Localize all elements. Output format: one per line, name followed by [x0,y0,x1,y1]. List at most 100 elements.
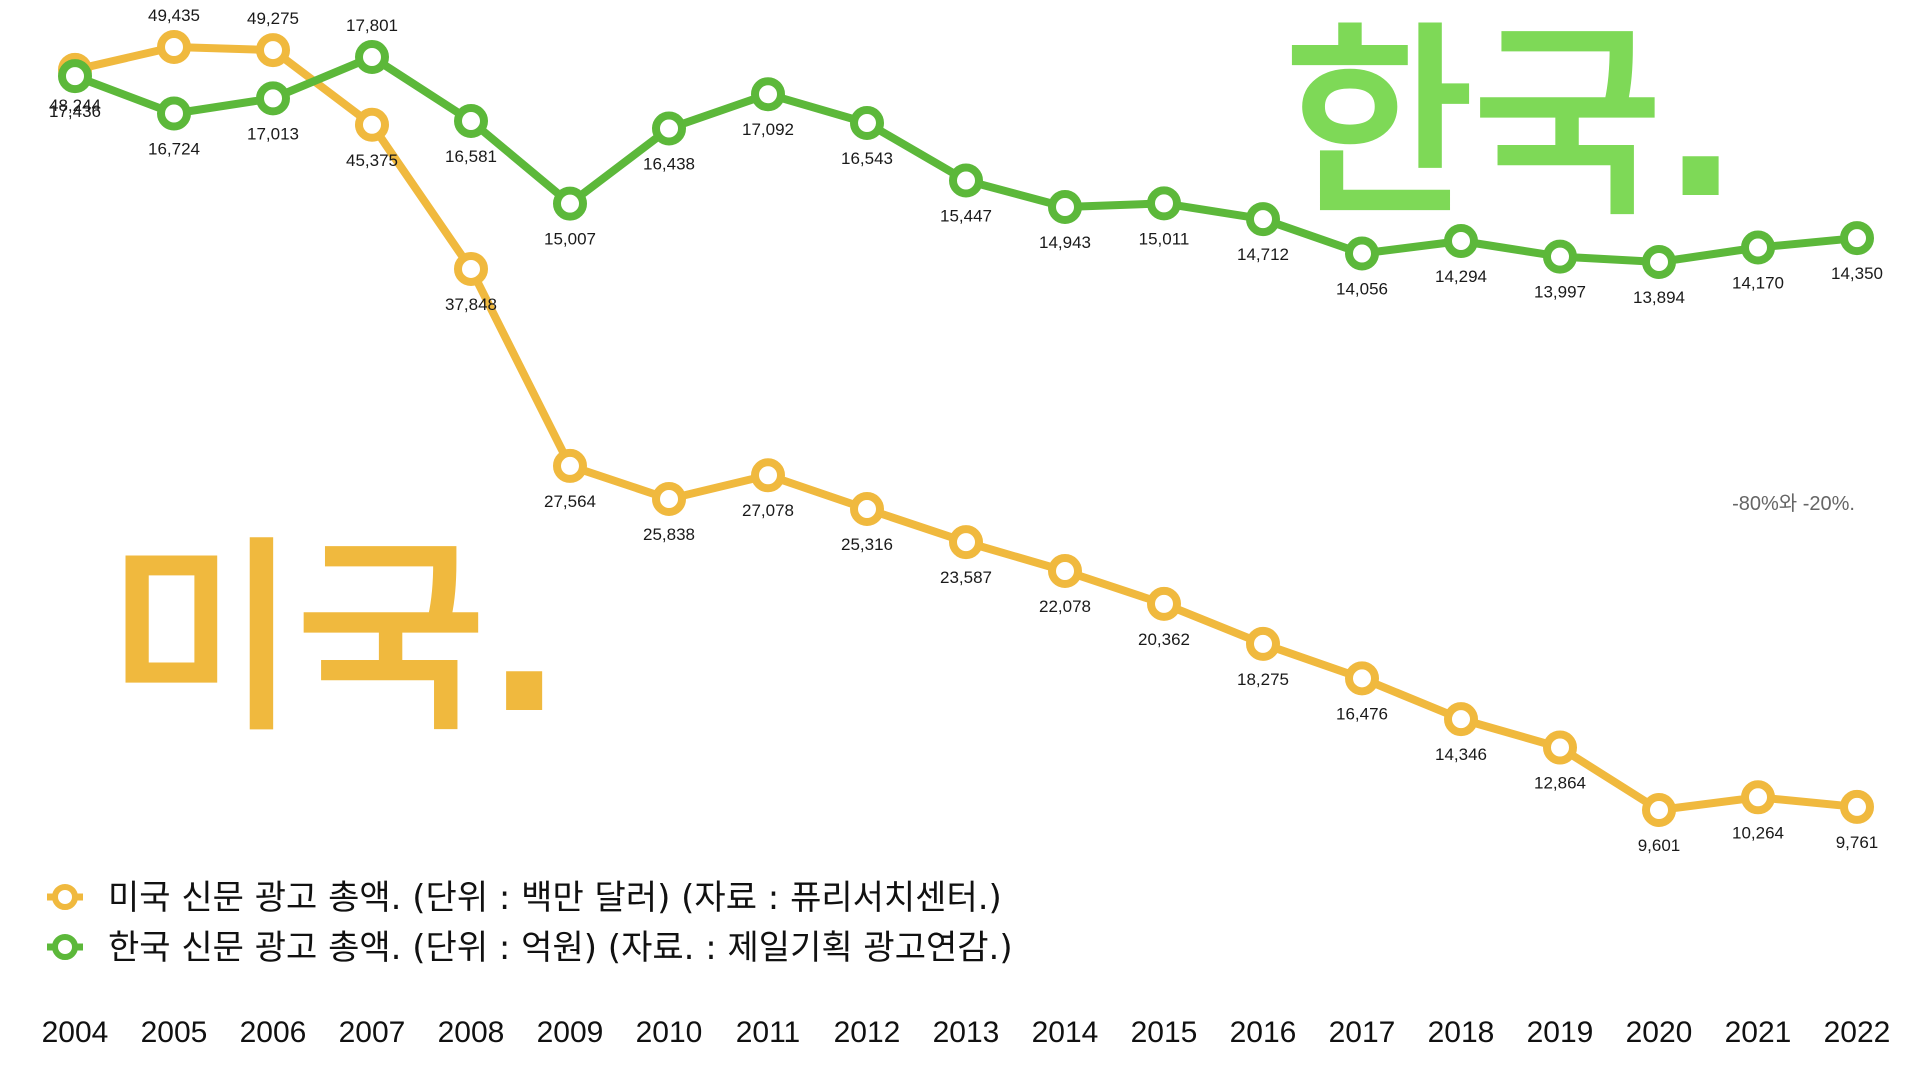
korea-point [355,40,389,74]
korea-value-label: 16,581 [445,147,497,166]
x-tick-label: 2020 [1626,1016,1693,1049]
x-tick-label: 2009 [537,1016,604,1049]
x-tick-label: 2008 [438,1016,505,1049]
korea-point [1048,189,1082,224]
korea-point [949,163,983,198]
us-value-label: 20,362 [1138,630,1190,649]
us-point [1246,626,1280,661]
x-tick-label: 2018 [1428,1016,1495,1049]
korea-point [256,81,290,116]
x-tick-label: 2007 [339,1016,406,1049]
korea-value-label: 17,801 [346,16,398,35]
x-tick-label: 2005 [141,1016,208,1049]
korea-value-label: 15,011 [1139,229,1190,248]
us-value-label: 45,375 [346,151,398,170]
korea-point [751,77,785,112]
korea-value-label: 15,447 [940,207,992,226]
us-point [1048,554,1082,589]
us-point [1840,789,1874,824]
us-point [355,107,389,142]
us-point [751,458,785,493]
us-value-label: 14,346 [1435,745,1487,764]
us-legend-marker [52,884,78,910]
us-point [949,525,983,560]
x-tick-label: 2010 [636,1016,703,1049]
change-annotation: -80%와 -20%. [1732,492,1855,515]
us-value-label: 22,078 [1039,597,1091,616]
korea-big-label: 한국. [1284,6,1739,244]
korea-value-label: 14,712 [1237,245,1289,264]
x-tick-label: 2006 [240,1016,307,1049]
x-tick-label: 2004 [42,1016,109,1049]
korea-point [58,59,92,94]
korea-value-label: 14,943 [1039,233,1091,252]
x-tick-label: 2014 [1032,1016,1099,1049]
us-point [1444,702,1478,737]
x-tick-label: 2011 [736,1016,801,1049]
korea-point [454,104,488,139]
korea-value-label: 13,894 [1633,288,1685,307]
korea-value-label: 16,543 [841,149,893,168]
korea-point [652,111,686,146]
x-tick-label: 2017 [1329,1016,1396,1049]
us-value-label: 18,275 [1237,670,1289,689]
us-value-label: 37,848 [445,295,497,314]
us-value-label: 9,601 [1638,836,1681,855]
korea-value-label: 17,013 [247,124,299,143]
us-value-label: 27,078 [742,501,794,520]
korea-value-label: 16,724 [148,140,200,159]
us-value-label: 10,264 [1732,823,1784,842]
us-value-label: 25,316 [841,535,893,554]
us-legend-label: 미국 신문 광고 총액. (단위 : 백만 달러) (자료 : 퓨리서치센터.) [108,878,1002,918]
us-value-label: 9,761 [1836,833,1879,852]
us-point [256,33,290,68]
us-point [157,30,191,64]
x-axis-tick-labels: 2004 2005 2006 2007 2008 2009 2010 2011 2012 2013… [42,1016,1891,1049]
us-value-label: 23,587 [940,568,992,587]
x-tick-label: 2019 [1527,1016,1594,1049]
korea-legend-label: 한국 신문 광고 총액. (단위 : 억원) (자료. : 제일기획 광고연감.… [108,928,1013,968]
us-value-label: 49,435 [148,6,200,25]
big-labels: 미국. 한국. [108,6,1740,759]
us-series: 48,244 49,435 49,275 45,375 37,848 27,564 25,8… [49,6,1878,855]
korea-value-label: 16,438 [643,155,695,174]
us-point [652,481,686,516]
us-value-label: 25,838 [643,525,695,544]
us-point [1642,793,1676,827]
korea-point [1543,239,1577,274]
x-tick-label: 2016 [1230,1016,1297,1049]
korea-value-label: 14,056 [1336,279,1388,298]
korea-value-label: 14,350 [1831,264,1883,283]
x-tick-label: 2015 [1131,1016,1198,1049]
us-point [553,448,587,483]
us-value-label: 27,564 [544,492,596,511]
korea-point [553,186,587,221]
legend: 미국 신문 광고 총액. (단위 : 백만 달러) (자료 : 퓨리서치센터.)… [47,878,1013,968]
us-value-label: 48,244 [49,96,101,115]
korea-series: 17,436 16,724 17,013 17,801 16,581 15,007 16,4… [49,16,1883,307]
x-tick-label: 2021 [1725,1016,1792,1049]
korea-point [1444,224,1478,259]
series-layer: 48,244 49,435 49,275 45,375 37,848 27,564 25,8… [49,6,1883,855]
korea-value-label: 14,170 [1732,274,1784,293]
korea-value-label: 14,294 [1435,267,1487,286]
korea-value-label: 17,436 [49,102,101,121]
korea-point [1345,236,1379,271]
korea-point [1741,230,1775,265]
us-point [1543,730,1577,765]
korea-legend-marker [52,934,78,960]
korea-point [1147,186,1181,221]
korea-value-label: 15,007 [544,230,596,249]
korea-point [850,106,884,141]
us-value-label: 49,275 [247,9,299,28]
x-tick-label: 2022 [1824,1016,1891,1049]
korea-point [157,96,191,131]
us-value-label: 16,476 [1336,704,1388,723]
korea-point [1642,245,1676,279]
us-point [454,251,488,286]
us-point [1345,661,1379,696]
korea-point [1840,221,1874,256]
korea-value-label: 13,997 [1534,283,1586,302]
us-point [1147,586,1181,621]
